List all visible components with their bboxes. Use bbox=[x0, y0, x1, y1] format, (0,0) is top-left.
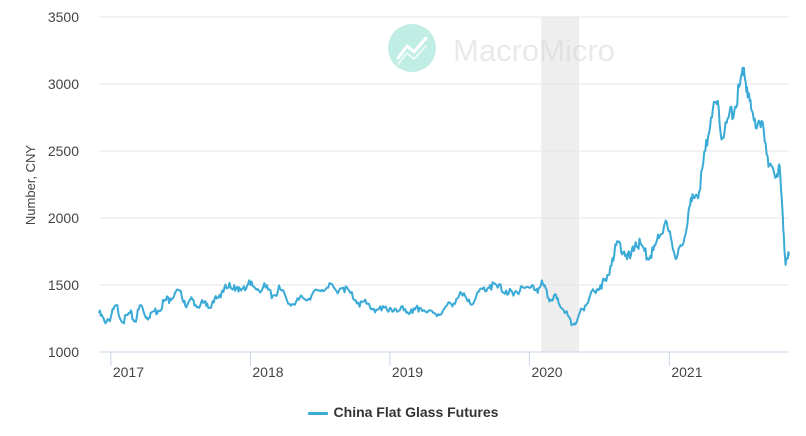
x-tick-label: 2020 bbox=[531, 364, 562, 380]
y-axis-title: Number, CNY bbox=[23, 145, 38, 226]
x-axis: 2017 2018 2019 2020 2021 bbox=[99, 351, 789, 380]
y-tick-label: 1500 bbox=[48, 277, 79, 293]
y-axis: 1000 1500 2000 2500 3000 3500 bbox=[48, 9, 79, 360]
x-tick-label: 2018 bbox=[252, 364, 283, 380]
x-tick-label: 2021 bbox=[671, 364, 702, 380]
y-tick-label: 2500 bbox=[48, 143, 79, 159]
macromicro-logo-icon bbox=[388, 24, 436, 72]
legend-label: China Flat Glass Futures bbox=[333, 404, 499, 420]
legend[interactable]: China Flat Glass Futures bbox=[0, 404, 806, 420]
series-line-china-flat-glass-futures bbox=[98, 66, 790, 327]
watermark: MacroMicro bbox=[388, 24, 615, 72]
legend-line-swatch bbox=[307, 411, 328, 415]
x-tick-label: 2017 bbox=[113, 364, 144, 380]
series-layer bbox=[98, 66, 790, 327]
y-tick-label: 2000 bbox=[48, 210, 79, 226]
y-tick-label: 3500 bbox=[48, 9, 79, 25]
x-tick-label: 2019 bbox=[392, 364, 423, 380]
watermark-brand-text: MacroMicro bbox=[453, 33, 615, 68]
y-tick-label: 3000 bbox=[48, 76, 79, 92]
y-tick-label: 1000 bbox=[48, 344, 79, 360]
